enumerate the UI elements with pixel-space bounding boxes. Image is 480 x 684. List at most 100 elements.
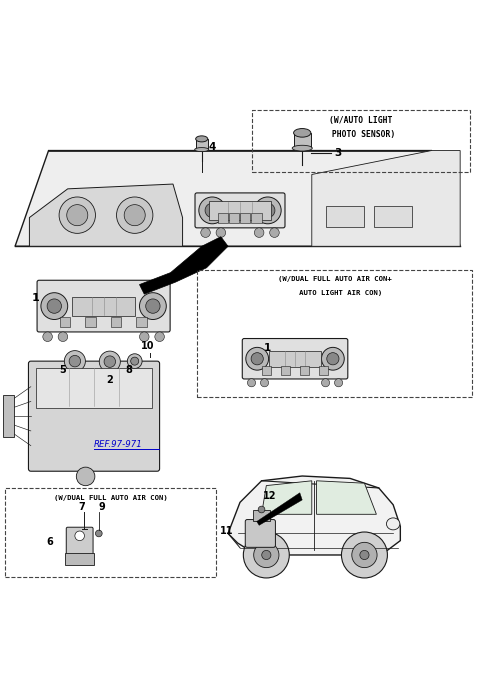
Ellipse shape: [196, 136, 208, 142]
Circle shape: [127, 354, 142, 369]
Circle shape: [261, 379, 269, 387]
Text: (W/DUAL FULL AUTO AIR CON): (W/DUAL FULL AUTO AIR CON): [54, 495, 168, 501]
Bar: [136, 317, 147, 327]
Bar: [326, 206, 364, 227]
FancyBboxPatch shape: [245, 520, 276, 547]
Text: (W/AUTO LIGHT: (W/AUTO LIGHT: [329, 116, 393, 124]
Bar: [319, 366, 327, 375]
Bar: [294, 133, 311, 148]
Bar: [36, 368, 153, 408]
Circle shape: [270, 228, 279, 237]
Text: 12: 12: [263, 491, 276, 501]
Text: 7: 7: [79, 502, 85, 512]
Circle shape: [146, 299, 160, 313]
Text: 8: 8: [125, 365, 132, 375]
Text: 1: 1: [31, 293, 39, 303]
Circle shape: [140, 293, 166, 319]
Bar: [85, 317, 96, 327]
Bar: [60, 317, 70, 327]
Circle shape: [64, 351, 85, 371]
Bar: [110, 317, 121, 327]
Text: (W/DUAL FULL AUTO AIR CON+: (W/DUAL FULL AUTO AIR CON+: [277, 276, 391, 282]
Circle shape: [205, 203, 219, 218]
Text: REF.97-971: REF.97-971: [94, 440, 143, 449]
FancyBboxPatch shape: [37, 280, 170, 332]
Polygon shape: [262, 481, 312, 514]
Text: 4: 4: [209, 142, 216, 152]
Circle shape: [47, 299, 61, 313]
Circle shape: [352, 542, 377, 568]
Circle shape: [117, 197, 153, 233]
Circle shape: [43, 332, 52, 341]
Circle shape: [341, 532, 387, 578]
Circle shape: [96, 530, 102, 537]
Circle shape: [59, 197, 96, 233]
Polygon shape: [317, 481, 376, 514]
Circle shape: [327, 353, 339, 365]
Bar: [217, 213, 228, 223]
Bar: [374, 206, 412, 227]
Bar: [3, 395, 14, 437]
Bar: [262, 366, 271, 375]
Bar: [269, 351, 322, 367]
Ellipse shape: [195, 148, 209, 152]
Bar: [228, 213, 239, 223]
Circle shape: [201, 228, 210, 237]
Text: 11: 11: [220, 526, 234, 536]
Text: 9: 9: [99, 502, 106, 512]
Polygon shape: [312, 150, 460, 246]
Circle shape: [248, 379, 255, 387]
Bar: [281, 366, 289, 375]
Circle shape: [261, 203, 275, 218]
Text: 6: 6: [47, 537, 53, 547]
Bar: [209, 201, 271, 220]
Text: 1: 1: [264, 343, 271, 353]
Bar: [72, 297, 135, 316]
Bar: [65, 553, 94, 564]
Polygon shape: [257, 492, 302, 525]
Bar: [197, 270, 472, 397]
Circle shape: [69, 356, 81, 367]
Circle shape: [41, 293, 68, 319]
Circle shape: [254, 228, 264, 237]
Bar: [5, 488, 216, 577]
Circle shape: [262, 551, 271, 560]
Circle shape: [258, 506, 265, 513]
Circle shape: [199, 197, 226, 224]
Text: 5: 5: [60, 365, 66, 375]
Circle shape: [67, 205, 88, 226]
Circle shape: [251, 353, 264, 365]
Circle shape: [58, 332, 68, 341]
Circle shape: [335, 379, 343, 387]
Circle shape: [155, 332, 164, 341]
FancyBboxPatch shape: [66, 527, 93, 556]
Polygon shape: [228, 476, 400, 555]
Circle shape: [124, 205, 145, 226]
FancyBboxPatch shape: [242, 339, 348, 379]
Circle shape: [104, 356, 116, 367]
FancyBboxPatch shape: [28, 361, 159, 471]
Circle shape: [76, 467, 95, 486]
Circle shape: [254, 542, 279, 568]
Text: 2: 2: [107, 375, 113, 384]
Ellipse shape: [386, 518, 400, 530]
Text: PHOTO SENSOR): PHOTO SENSOR): [327, 130, 395, 139]
Text: 3: 3: [335, 148, 342, 158]
Polygon shape: [29, 184, 182, 246]
Ellipse shape: [292, 145, 312, 151]
Circle shape: [75, 531, 84, 540]
Circle shape: [322, 347, 344, 370]
Circle shape: [360, 551, 369, 560]
Circle shape: [216, 228, 226, 237]
Circle shape: [254, 197, 281, 224]
Circle shape: [131, 357, 139, 365]
Circle shape: [140, 332, 149, 341]
Bar: [251, 213, 262, 223]
Text: 10: 10: [141, 341, 155, 351]
Bar: [300, 366, 309, 375]
Bar: [253, 510, 270, 521]
Ellipse shape: [294, 129, 311, 137]
Circle shape: [99, 351, 120, 372]
FancyBboxPatch shape: [195, 193, 285, 228]
Circle shape: [322, 379, 330, 387]
